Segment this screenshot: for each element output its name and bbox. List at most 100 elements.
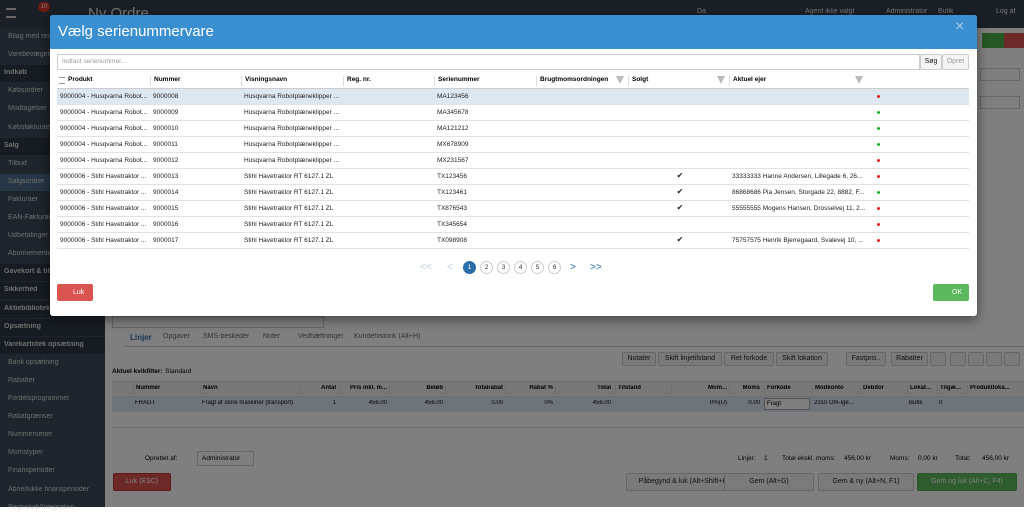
table-cell: TX345654 [437, 221, 467, 228]
table-cell: 9000006 - Stihl Havetraktor ... [60, 221, 147, 228]
status-dot [877, 95, 880, 98]
page-number[interactable]: 4 [514, 261, 527, 274]
table-cell: 33333333 Hanne Andersen, Lillegade 6, 26… [732, 173, 863, 180]
search-input[interactable]: Indtast serienummer... [57, 54, 920, 70]
table-cell: 9000012 [153, 157, 179, 164]
status-dot [877, 159, 880, 162]
table-cell: MA121212 [437, 125, 469, 132]
table-cell: MX678909 [437, 141, 469, 148]
table-cell: 9000014 [153, 189, 179, 196]
table-cell: Stihl Havetraktor RT 6127.1 ZL [244, 237, 334, 244]
table-cell: TX098908 [437, 237, 467, 244]
table-cell: TX876543 [437, 205, 467, 212]
column-header: Solgt [628, 76, 729, 86]
modal-title: Vælg serienummervare [58, 23, 214, 40]
table-cell: ✔ [676, 187, 684, 196]
page-number[interactable]: 5 [531, 261, 544, 274]
table-cell: 9000011 [153, 141, 178, 148]
table-cell: 9000017 [153, 237, 179, 244]
table-row[interactable]: 9000004 - Husqvarna Robot... 9000012 Husqv… [57, 153, 969, 169]
table-cell: MX231567 [437, 157, 469, 164]
close-x [59, 287, 67, 297]
table-header [57, 73, 969, 89]
table-row[interactable]: 9000004 - Husqvarna Robot... 9000008 Husqv… [57, 89, 969, 105]
column-header: Serienummer [434, 76, 536, 86]
status-dot [877, 143, 880, 146]
table-cell: Stihl Havetraktor RT 6127.1 ZL [244, 189, 334, 196]
page-next[interactable]: > [570, 262, 576, 273]
table-cell: 9000013 [153, 173, 179, 180]
table-cell: 9000006 - Stihl Havetraktor ... [60, 189, 147, 196]
table-cell: Stihl Havetraktor RT 6127.1 ZL [244, 173, 334, 180]
status-dot [877, 111, 880, 114]
search-placeholder: Indtast serienummer... [62, 58, 127, 65]
table-row[interactable]: 9000006 - Stihl Havetraktor ... 9000017 St… [57, 233, 969, 249]
close-button[interactable]: Luk [57, 284, 93, 301]
table-cell: Stihl Havetraktor RT 6127.1 ZL [244, 221, 334, 228]
status-dot [877, 127, 880, 130]
table-cell: TX123456 [437, 173, 467, 180]
table-row[interactable]: 9000006 - Stihl Havetraktor ... 9000015 St… [57, 201, 969, 217]
table-cell: 9000006 - Stihl Havetraktor ... [60, 205, 147, 212]
filter-icon[interactable] [616, 76, 624, 84]
table-cell: 9000009 [153, 109, 179, 116]
table-cell: Stihl Havetraktor RT 6127.1 ZL [244, 205, 334, 212]
page-last[interactable]: >> [590, 262, 602, 273]
column-header: Aktuel ejer [729, 76, 867, 86]
modal-close[interactable]: × [955, 18, 965, 35]
table-cell: Husqvarna Robotplæneklipper ... [244, 125, 340, 132]
status-dot [877, 191, 880, 194]
table-row[interactable]: 9000006 - Stihl Havetraktor ... 9000014 St… [57, 185, 969, 201]
table-cell: 9000004 - Husqvarna Robot... [60, 109, 148, 116]
table-cell: 9000004 - Husqvarna Robot... [60, 157, 148, 164]
table-cell: 86868686 Pia Jensen, Storgade 22, 8882, … [732, 189, 865, 196]
column-header: Produkt [68, 76, 93, 83]
table-cell: 9000006 - Stihl Havetraktor ... [60, 173, 147, 180]
table-cell: MA123456 [437, 93, 469, 100]
column-header: Brugtmomsordningen [536, 76, 628, 86]
table-cell: 9000004 - Husqvarna Robot... [60, 93, 148, 100]
page-number[interactable]: 3 [497, 261, 510, 274]
page-number[interactable]: 6 [548, 261, 561, 274]
column-header: Nummer [150, 76, 241, 86]
serial-dialog: Vælg serienummervare × Indtast serienummer… [50, 15, 977, 316]
table-row[interactable]: 9000006 - Stihl Havetraktor ... 9000013 St… [57, 169, 969, 185]
column-header: Reg. nr. [343, 76, 434, 86]
search-button[interactable]: Søg [920, 54, 942, 70]
table-row[interactable]: 9000004 - Husqvarna Robot... 9000010 Husqv… [57, 121, 969, 137]
table-cell: 9000004 - Husqvarna Robot... [60, 125, 148, 132]
table-row[interactable]: 9000006 - Stihl Havetraktor ... 9000016 St… [57, 217, 969, 233]
table-cell: Husqvarna Robotplæneklipper ... [244, 109, 340, 116]
status-dot [877, 175, 880, 178]
table-cell: ✔ [676, 203, 684, 212]
column-menu-icon [59, 77, 65, 84]
page-prev[interactable]: < [447, 262, 453, 273]
table-cell: 9000008 [153, 93, 179, 100]
table-cell: MA345678 [437, 109, 469, 116]
page-number[interactable]: 2 [480, 261, 493, 274]
table-cell: 9000015 [153, 205, 179, 212]
modal-header [50, 15, 977, 49]
status-dot [877, 207, 880, 210]
status-dot [877, 239, 880, 242]
page-first[interactable]: << [420, 262, 432, 273]
column-header: Visningsnavn [241, 76, 343, 86]
table-cell: 75757575 Henrik Bjerregaard, Svalevej 10… [732, 237, 864, 244]
table-cell: ✔ [676, 235, 684, 244]
table-row[interactable]: 9000004 - Husqvarna Robot... 9000011 Husqv… [57, 137, 969, 153]
table-cell: 9000016 [153, 221, 179, 228]
table-cell: 9000006 - Stihl Havetraktor ... [60, 237, 147, 244]
ok-button[interactable]: OK [933, 284, 969, 301]
filter-icon[interactable] [855, 76, 863, 84]
table-cell: 55555555 Mogens Hansen, Drosselvej 11, 2… [732, 205, 866, 212]
filter-icon[interactable] [717, 76, 725, 84]
table-cell: TX123461 [437, 189, 467, 196]
page-number[interactable]: 1 [463, 261, 476, 274]
table-row[interactable]: 9000004 - Husqvarna Robot... 9000009 Husqv… [57, 105, 969, 121]
table-cell: 9000010 [153, 125, 179, 132]
create-button[interactable]: Opret [942, 54, 969, 70]
table-cell: Husqvarna Robotplæneklipper ... [244, 141, 340, 148]
table-cell: 9000004 - Husqvarna Robot... [60, 141, 148, 148]
table-cell: Husqvarna Robotplæneklipper ... [244, 157, 340, 164]
